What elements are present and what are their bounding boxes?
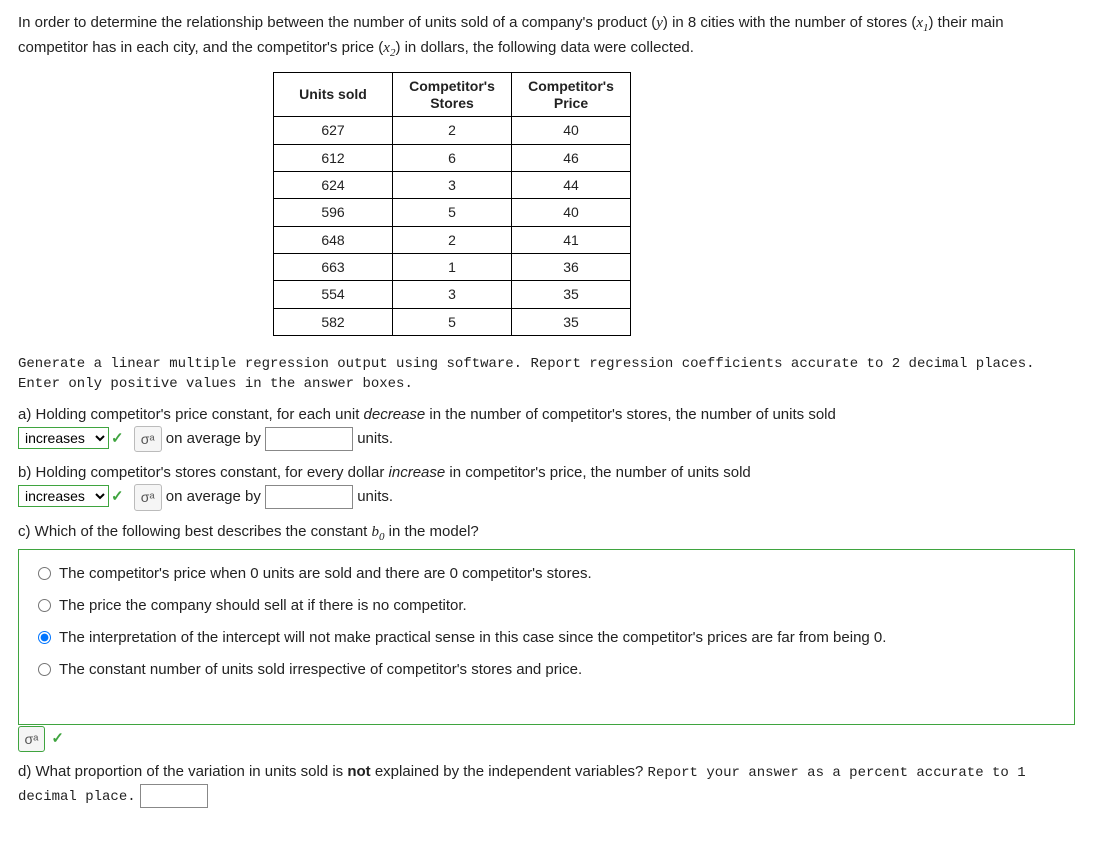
table-row: 596540: [274, 199, 631, 226]
intro-text: In order to determine the relationship b…: [18, 14, 656, 31]
table-row: 612646: [274, 144, 631, 171]
sigma-button[interactable]: σᵃ: [134, 426, 162, 452]
table-cell: 612: [274, 144, 393, 171]
table-cell: 35: [512, 308, 631, 335]
table-cell: 554: [274, 281, 393, 308]
instruction-text: Generate a linear multiple regression ou…: [18, 354, 1075, 395]
qa-select[interactable]: increasesdecreases: [18, 427, 109, 449]
table-cell: 44: [512, 172, 631, 199]
check-icon: ✓: [51, 728, 64, 750]
table-cell: 1: [393, 253, 512, 280]
table-row: 663136: [274, 253, 631, 280]
qb-input[interactable]: [265, 485, 353, 509]
option-radio[interactable]: [38, 663, 51, 676]
var-x1: x1: [916, 15, 928, 31]
data-table: Units soldCompetitor'sStoresCompetitor's…: [273, 72, 631, 336]
option-row: The constant number of units sold irresp…: [33, 659, 1060, 681]
table-cell: 624: [274, 172, 393, 199]
sigma-corner: σᵃ ✓: [18, 726, 68, 752]
table-row: 624344: [274, 172, 631, 199]
column-header: Competitor'sStores: [393, 72, 512, 117]
question-d: d) What proportion of the variation in u…: [18, 761, 1075, 807]
option-label: The interpretation of the intercept will…: [59, 627, 886, 649]
option-row: The price the company should sell at if …: [33, 595, 1060, 617]
option-row: The interpretation of the intercept will…: [33, 627, 1060, 649]
table-cell: 46: [512, 144, 631, 171]
qd-strong: not: [347, 763, 370, 780]
table-cell: 648: [274, 226, 393, 253]
intro-paragraph: In order to determine the relationship b…: [18, 12, 1075, 62]
table-cell: 3: [393, 281, 512, 308]
var-y: y: [656, 15, 663, 31]
option-label: The competitor's price when 0 units are …: [59, 563, 592, 585]
sigma-button[interactable]: σᵃ: [134, 484, 162, 510]
qb-text: in competitor's price, the number of uni…: [445, 464, 751, 481]
qd-text: d) What proportion of the variation in u…: [18, 763, 347, 780]
sigma-button[interactable]: σᵃ: [18, 726, 46, 752]
table-cell: 2: [393, 117, 512, 144]
qa-text: in the number of competitor's stores, th…: [425, 406, 836, 423]
intro-text: ) in dollars, the following data were co…: [395, 39, 694, 56]
table-cell: 5: [393, 308, 512, 335]
option-radio[interactable]: [38, 631, 51, 644]
question-a: a) Holding competitor's price constant, …: [18, 404, 1075, 452]
column-header: Competitor'sPrice: [512, 72, 631, 117]
table-cell: 6: [393, 144, 512, 171]
column-header: Units sold: [274, 72, 393, 117]
table-cell: 5: [393, 199, 512, 226]
table-cell: 627: [274, 117, 393, 144]
question-c: c) Which of the following best describes…: [18, 521, 1075, 726]
option-row: The competitor's price when 0 units are …: [33, 563, 1060, 585]
table-cell: 40: [512, 199, 631, 226]
qa-units: units.: [357, 430, 393, 447]
table-cell: 3: [393, 172, 512, 199]
option-label: The price the company should sell at if …: [59, 595, 467, 617]
qa-em: decrease: [364, 406, 426, 423]
var-b0: b0: [372, 524, 385, 540]
qa-input[interactable]: [265, 427, 353, 451]
option-radio[interactable]: [38, 567, 51, 580]
table-cell: 2: [393, 226, 512, 253]
intro-text: ) in 8 cities with the number of stores …: [663, 14, 916, 31]
table-cell: 35: [512, 281, 631, 308]
qb-em: increase: [389, 464, 446, 481]
var-x2: x2: [383, 40, 395, 56]
option-radio[interactable]: [38, 599, 51, 612]
check-icon: ✓: [111, 488, 124, 505]
table-cell: 36: [512, 253, 631, 280]
table-row: 627240: [274, 117, 631, 144]
qa-text: a) Holding competitor's price constant, …: [18, 406, 364, 423]
table-cell: 582: [274, 308, 393, 335]
option-group: The competitor's price when 0 units are …: [18, 549, 1075, 725]
qd-input[interactable]: [140, 784, 208, 808]
qd-text: explained by the independent variables?: [371, 763, 648, 780]
table-cell: 663: [274, 253, 393, 280]
qb-select[interactable]: increasesdecreases: [18, 485, 109, 507]
qa-text: on average by: [166, 430, 265, 447]
qb-units: units.: [357, 488, 393, 505]
table-cell: 41: [512, 226, 631, 253]
option-label: The constant number of units sold irresp…: [59, 659, 582, 681]
table-row: 648241: [274, 226, 631, 253]
qb-text: on average by: [166, 488, 265, 505]
qc-text: c) Which of the following best describes…: [18, 523, 372, 540]
question-b: b) Holding competitor's stores constant,…: [18, 462, 1075, 510]
check-icon: ✓: [111, 430, 124, 447]
qc-text: in the model?: [385, 523, 479, 540]
table-cell: 40: [512, 117, 631, 144]
qb-text: b) Holding competitor's stores constant,…: [18, 464, 389, 481]
table-row: 582535: [274, 308, 631, 335]
table-cell: 596: [274, 199, 393, 226]
table-row: 554335: [274, 281, 631, 308]
